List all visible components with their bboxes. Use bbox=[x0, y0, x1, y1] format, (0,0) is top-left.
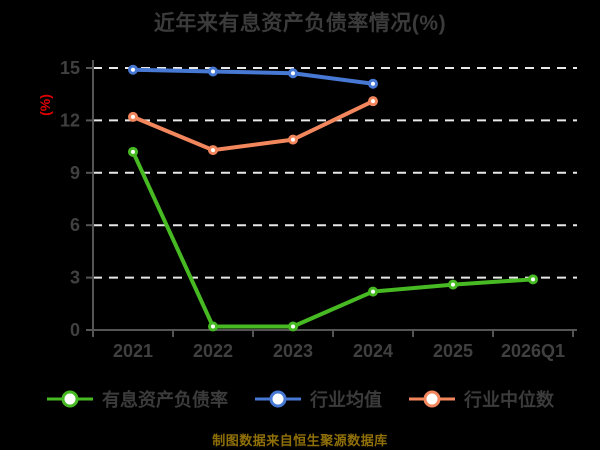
source-caption: 制图数据来自恒生聚源数据库 bbox=[212, 433, 388, 448]
data-point-marker bbox=[208, 66, 218, 77]
legend: 有息资产负债率 行业均值 行业中位数 bbox=[0, 386, 600, 412]
x-tick-label: 2023 bbox=[273, 341, 313, 361]
data-point-marker bbox=[288, 321, 298, 332]
series-line bbox=[131, 99, 375, 153]
data-point-marker bbox=[128, 64, 138, 75]
legend-series-icon bbox=[409, 390, 455, 408]
x-tick-label: 2021 bbox=[113, 341, 153, 361]
series-line bbox=[131, 67, 375, 86]
data-point-marker bbox=[208, 321, 218, 332]
data-point-marker bbox=[288, 134, 298, 145]
data-point-marker bbox=[368, 78, 378, 89]
data-point-marker bbox=[528, 274, 538, 285]
legend-series-icon bbox=[47, 390, 93, 408]
y-tick-label: 3 bbox=[70, 268, 80, 288]
plot-area: 0 3 6 9 12 15 2021 2022 2023 2024 2025 2026Q1 bbox=[60, 58, 577, 361]
legend-item: 行业中位数 bbox=[408, 386, 554, 412]
data-point-marker bbox=[368, 96, 378, 107]
chart-title: 近年来有息资产负债率情况(%) bbox=[153, 12, 447, 35]
data-point-marker bbox=[288, 68, 298, 79]
data-point-marker bbox=[448, 279, 458, 290]
legend-label: 有息资产负债率 bbox=[102, 390, 228, 410]
legend-marker bbox=[423, 390, 441, 408]
data-point-marker bbox=[128, 111, 138, 122]
x-tick-label: 2024 bbox=[353, 341, 393, 361]
legend-marker bbox=[269, 390, 287, 408]
legend-marker bbox=[61, 390, 79, 408]
y-tick-label: 0 bbox=[70, 320, 80, 340]
x-tick-label: 2025 bbox=[433, 341, 473, 361]
legend-label: 行业均值 bbox=[310, 390, 382, 410]
x-tick-label: 2022 bbox=[193, 341, 233, 361]
y-tick-label: 15 bbox=[60, 58, 80, 78]
data-point-marker bbox=[208, 145, 218, 156]
data-point-marker bbox=[368, 286, 378, 297]
data-point-marker bbox=[128, 146, 138, 157]
series-line bbox=[131, 149, 535, 329]
legend-item: 有息资产负债率 bbox=[46, 386, 228, 412]
legend-series-icon bbox=[255, 390, 301, 408]
x-tick-label: 2026Q1 bbox=[501, 341, 565, 361]
y-tick-label: 9 bbox=[70, 163, 80, 183]
legend-label: 行业中位数 bbox=[464, 390, 554, 410]
legend-item: 行业均值 bbox=[254, 386, 382, 412]
y-tick-label: 6 bbox=[70, 215, 80, 235]
y-tick-label: 12 bbox=[60, 110, 80, 130]
